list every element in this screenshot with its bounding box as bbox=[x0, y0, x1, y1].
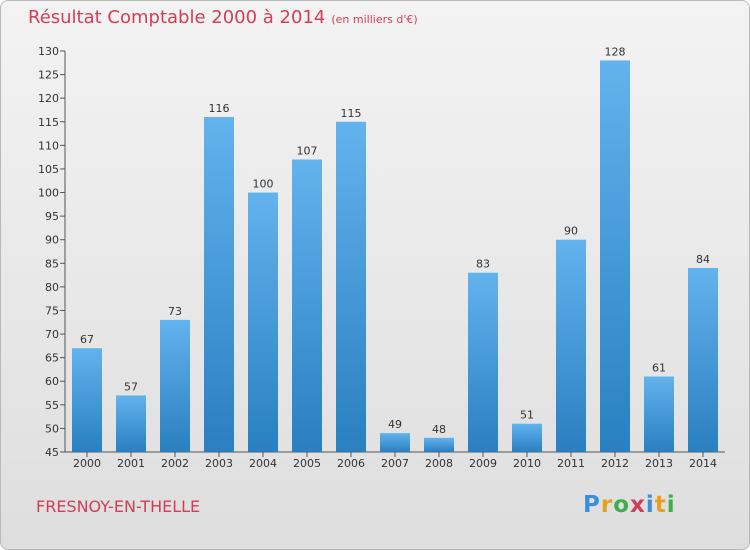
logo-letter: r bbox=[600, 492, 614, 518]
commune-name: FRESNOY-EN-THELLE bbox=[36, 497, 201, 516]
y-tick-label: 75 bbox=[45, 304, 59, 317]
bar-value-label: 107 bbox=[297, 145, 318, 158]
bar-value-label: 116 bbox=[209, 102, 230, 115]
bar-value-label: 83 bbox=[476, 258, 490, 271]
y-tick-label: 80 bbox=[45, 281, 59, 294]
bar bbox=[116, 395, 146, 452]
chart-subtitle: (en milliers d'€) bbox=[331, 13, 418, 26]
proxiti-logo: Proxiti bbox=[583, 492, 676, 518]
x-tick-label: 2007 bbox=[381, 457, 409, 470]
x-tick-label: 2014 bbox=[689, 457, 717, 470]
bar bbox=[336, 121, 366, 452]
bar-value-label: 48 bbox=[432, 423, 446, 436]
bar-value-label: 128 bbox=[605, 45, 626, 58]
y-tick-label: 125 bbox=[38, 69, 59, 82]
bar bbox=[600, 60, 630, 452]
bar bbox=[248, 192, 278, 452]
bar-value-label: 51 bbox=[520, 409, 534, 422]
logo-letter: P bbox=[583, 492, 601, 518]
x-tick-label: 2006 bbox=[337, 457, 365, 470]
x-tick-label: 2004 bbox=[249, 457, 277, 470]
bar bbox=[424, 437, 454, 452]
chart-title-text: Résultat Comptable 2000 à 2014 bbox=[28, 7, 326, 28]
y-tick-label: 100 bbox=[38, 187, 59, 200]
bar-value-label: 115 bbox=[341, 107, 362, 120]
bar bbox=[512, 423, 542, 452]
bar bbox=[204, 117, 234, 452]
y-tick-label: 95 bbox=[45, 210, 59, 223]
x-tick-label: 2002 bbox=[161, 457, 189, 470]
bar bbox=[72, 348, 102, 452]
bar-value-label: 73 bbox=[168, 305, 182, 318]
bar-value-label: 49 bbox=[388, 418, 402, 431]
y-tick-label: 55 bbox=[45, 399, 59, 412]
x-tick-label: 2012 bbox=[601, 457, 629, 470]
bar bbox=[380, 433, 410, 452]
bar bbox=[644, 376, 674, 452]
bar-value-label: 100 bbox=[253, 178, 274, 191]
y-tick-label: 60 bbox=[45, 375, 59, 388]
y-tick-label: 65 bbox=[45, 352, 59, 365]
y-tick-label: 85 bbox=[45, 257, 59, 270]
bar-value-label: 57 bbox=[124, 380, 138, 393]
bar bbox=[556, 239, 586, 452]
bar-value-label: 84 bbox=[696, 253, 710, 266]
bar bbox=[292, 159, 322, 452]
y-tick-label: 105 bbox=[38, 163, 59, 176]
y-tick-label: 50 bbox=[45, 422, 59, 435]
logo-letter: t bbox=[654, 492, 667, 518]
logo-letter: i bbox=[666, 492, 676, 518]
y-tick-label: 90 bbox=[45, 234, 59, 247]
y-tick-label: 45 bbox=[45, 446, 59, 459]
bar bbox=[160, 319, 190, 452]
x-tick-label: 2000 bbox=[73, 457, 101, 470]
y-tick-label: 130 bbox=[38, 45, 59, 58]
bar-value-label: 61 bbox=[652, 362, 666, 375]
bar-value-label: 67 bbox=[80, 333, 94, 346]
chart-title: Résultat Comptable 2000 à 2014 (en millie… bbox=[28, 7, 418, 28]
logo-letter: o bbox=[613, 492, 631, 518]
x-tick-label: 2009 bbox=[469, 457, 497, 470]
x-tick-label: 2011 bbox=[557, 457, 585, 470]
x-tick-label: 2003 bbox=[205, 457, 233, 470]
y-tick-label: 70 bbox=[45, 328, 59, 341]
x-tick-label: 2013 bbox=[645, 457, 673, 470]
x-tick-label: 2005 bbox=[293, 457, 321, 470]
y-tick-label: 120 bbox=[38, 92, 59, 105]
y-tick-label: 110 bbox=[38, 139, 59, 152]
logo-letter: x bbox=[630, 492, 646, 518]
logo-letter: i bbox=[645, 492, 655, 518]
x-tick-label: 2010 bbox=[513, 457, 541, 470]
y-tick-label: 115 bbox=[38, 116, 59, 129]
bar bbox=[468, 272, 498, 452]
bar bbox=[688, 268, 718, 452]
x-tick-label: 2001 bbox=[117, 457, 145, 470]
bar-value-label: 90 bbox=[564, 225, 578, 238]
x-tick-label: 2008 bbox=[425, 457, 453, 470]
